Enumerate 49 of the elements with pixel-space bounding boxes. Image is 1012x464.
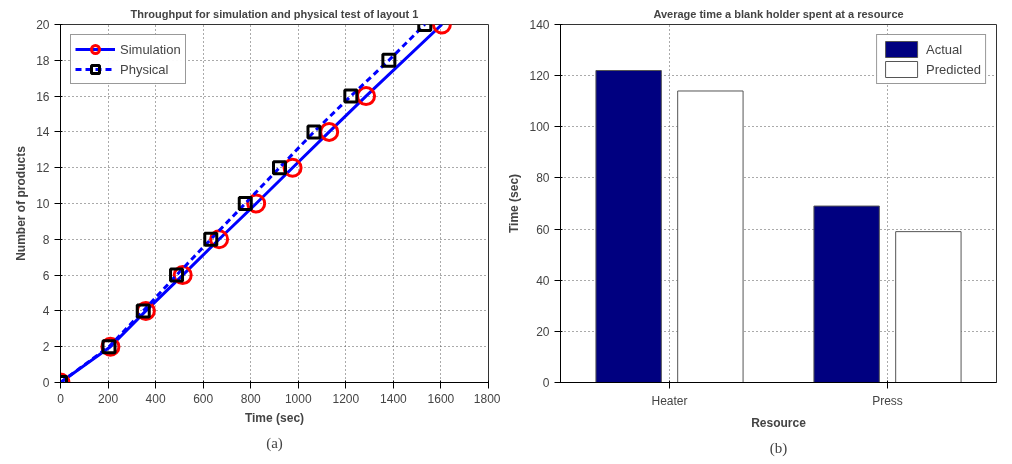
y-tick-label: 0 — [42, 376, 50, 390]
point — [319, 121, 340, 142]
x-tick-label: 200 — [98, 391, 119, 406]
legend-label: Physical — [120, 61, 169, 77]
y-tick-label: 10 — [36, 197, 50, 211]
y-tick-label: 100 — [529, 120, 550, 135]
x-tick-label: 600 — [193, 391, 214, 406]
x-tick-label: 400 — [145, 391, 166, 406]
y-axis-title: Time (sec) — [507, 173, 522, 234]
y-tick-label: 12 — [36, 161, 50, 176]
chart-title: Throughput for simulation and physical test of layout 1 — [130, 7, 419, 20]
text: (b) — [769, 439, 788, 457]
x-tick-label: 1600 — [427, 391, 455, 406]
x-axis-title: Time (sec) — [244, 410, 305, 425]
legend-label: Actual — [926, 41, 963, 57]
y-tick-label: 0 — [542, 376, 550, 390]
y-tick-label: 40 — [536, 273, 550, 288]
x-tick-label: 0 — [57, 391, 65, 406]
point — [306, 124, 322, 140]
y-tick-label: 20 — [536, 324, 550, 339]
y-tick-label: 8 — [42, 232, 50, 247]
y-tick-label: 20 — [36, 18, 50, 32]
y-tick-label: 6 — [42, 268, 50, 283]
y-tick-label: 4 — [42, 304, 50, 319]
legend-label: Predicted — [926, 61, 981, 77]
point — [271, 160, 287, 176]
x-tick-label: 1200 — [332, 391, 360, 406]
point — [381, 52, 397, 68]
y-tick-label: 16 — [36, 89, 50, 104]
y-tick-label: 14 — [36, 125, 50, 140]
y-tick-label: 2 — [42, 340, 50, 355]
y-tick-label: 120 — [529, 69, 550, 84]
x-tick-label: 1000 — [284, 391, 312, 406]
chart-title: Average time a blank holder spent at a resource — [653, 7, 904, 20]
x-tick-label: 800 — [240, 391, 262, 406]
text: (a) — [266, 434, 283, 452]
x-tick-label: 1800 — [473, 391, 501, 406]
legend-label: Simulation — [120, 41, 181, 57]
point — [237, 196, 253, 211]
y-tick-label: 140 — [529, 18, 550, 32]
y-tick-label: 80 — [536, 171, 550, 186]
x-tick-label: Heater — [651, 393, 688, 408]
x-tick-label: 1400 — [380, 391, 408, 406]
x-tick-label: Press — [872, 393, 903, 408]
y-axis-title: Number of products — [14, 145, 29, 261]
y-tick-label: 60 — [536, 222, 550, 237]
point — [343, 88, 359, 104]
x-axis-title: Resource — [751, 415, 807, 430]
y-tick-label: 18 — [36, 53, 50, 68]
